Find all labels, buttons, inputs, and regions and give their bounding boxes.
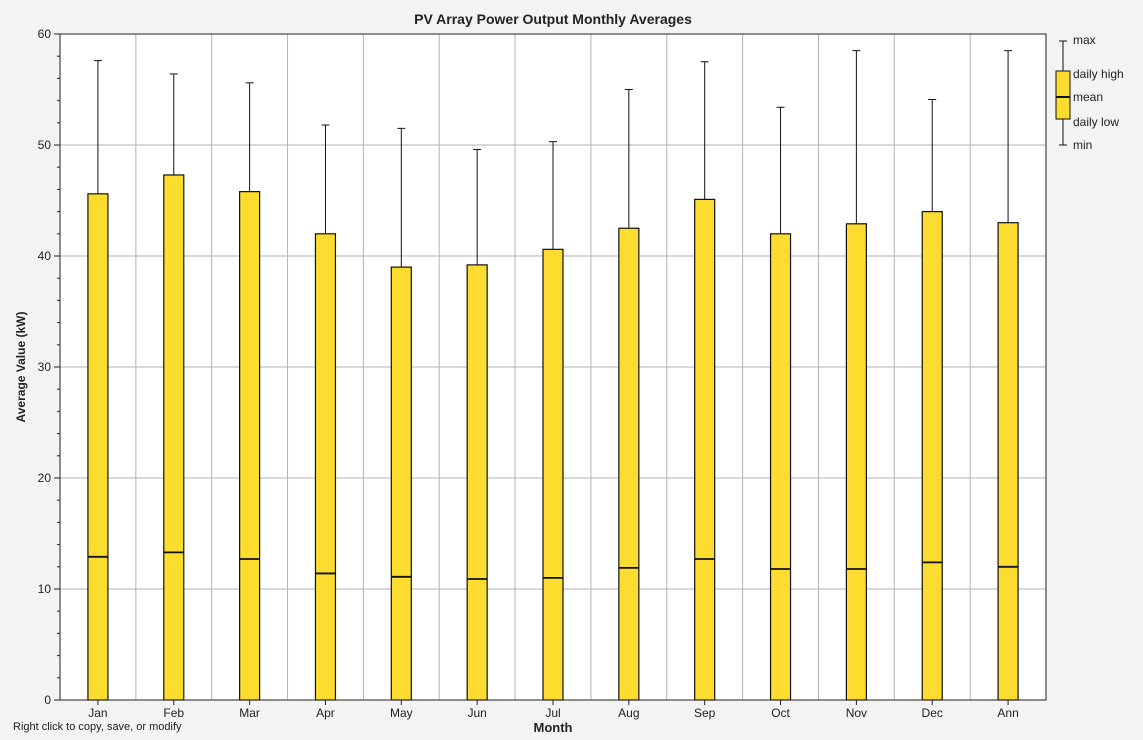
box-nov [845, 223, 867, 701]
box-may [390, 266, 412, 701]
x-tick-label: Aug [618, 706, 639, 720]
legend-label-daily-low: daily low [1073, 115, 1119, 129]
box-dec [921, 211, 943, 701]
legend-label-min: min [1073, 138, 1092, 152]
y-tick-label: 30 [38, 360, 52, 374]
box-feb [163, 174, 185, 701]
box-ann [997, 222, 1019, 701]
box-oct [769, 233, 792, 701]
box-mar [239, 191, 261, 701]
x-tick-label: May [390, 706, 413, 720]
x-tick-label: Sep [694, 706, 716, 720]
legend-label-mean: mean [1073, 90, 1103, 104]
y-tick-label: 10 [38, 582, 52, 596]
x-tick-label: Jul [545, 706, 560, 720]
box-apr [314, 233, 337, 701]
y-tick-label: 50 [38, 138, 52, 152]
legend-label-daily-high: daily high [1073, 67, 1124, 81]
x-tick-label: Apr [316, 706, 335, 720]
y-axis-title: Average Value (kW) [14, 312, 28, 423]
chart-title: PV Array Power Output Monthly Averages [414, 11, 692, 27]
x-tick-label: Jun [467, 706, 486, 720]
x-tick-label: Nov [846, 706, 867, 720]
x-tick-label: Mar [239, 706, 260, 720]
box-jan [87, 193, 109, 701]
axes-layer: 0 10 20 30 40 50 60 Jan Feb Mar Apr May Jun Jul Aug Sep… [38, 27, 1047, 720]
y-tick-label: 40 [38, 249, 52, 263]
plot-frame [59, 33, 1047, 701]
box-sep [694, 198, 716, 701]
box-jun [466, 264, 488, 701]
box-aug [618, 227, 640, 701]
x-tick-label: Ann [997, 706, 1018, 720]
x-tick-label: Feb [163, 706, 184, 720]
legend: max daily high mean daily low min [1055, 33, 1124, 152]
context-menu-hint: Right click to copy, save, or modify [13, 721, 182, 733]
legend-label-max: max [1073, 33, 1096, 47]
boxes-layer [87, 50, 1019, 701]
box-jul [542, 248, 564, 701]
y-tick-label: 60 [38, 27, 52, 41]
x-axis-title: Month [534, 720, 573, 735]
x-tick-label: Dec [922, 706, 943, 720]
y-tick-label: 20 [38, 471, 52, 485]
x-tick-label: Oct [771, 706, 790, 720]
legend-box [1055, 70, 1071, 120]
y-tick-label: 0 [44, 693, 51, 707]
x-tick-label: Jan [88, 706, 107, 720]
